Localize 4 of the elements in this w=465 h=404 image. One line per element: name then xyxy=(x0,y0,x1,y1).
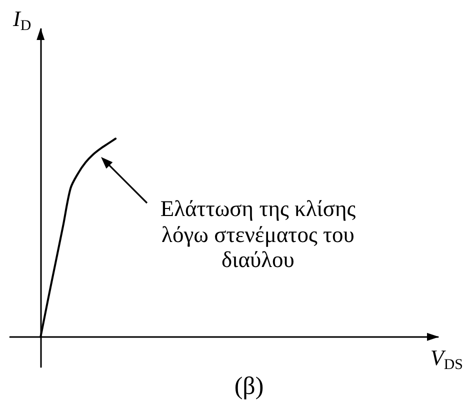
y-axis-title: I$_{D}$ xyxy=(13,6,32,34)
annotation: Ελάττωση της κλίσης λόγω στενέματος του διαύλου xyxy=(159,196,357,272)
x-axis-title: V$_{DS}$ xyxy=(430,345,463,374)
text: (β) xyxy=(233,373,265,400)
